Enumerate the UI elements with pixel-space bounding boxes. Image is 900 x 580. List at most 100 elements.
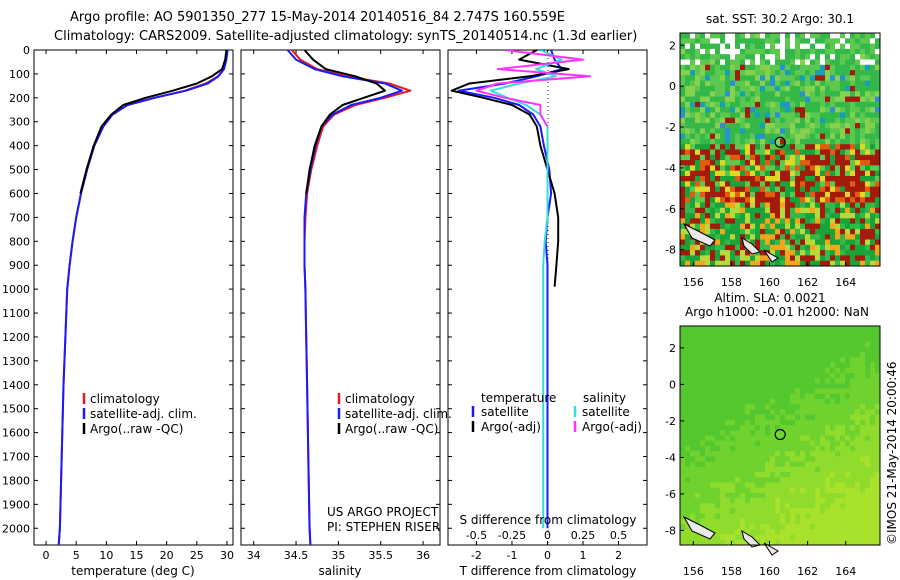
map-cell — [835, 445, 841, 452]
map-cell — [685, 213, 691, 219]
map-cell — [690, 91, 696, 97]
map-cell — [845, 43, 851, 50]
map-cell — [715, 539, 721, 546]
map-cell — [780, 75, 786, 82]
map-cell — [820, 456, 826, 462]
map-cell — [820, 91, 826, 97]
map-cell — [860, 128, 866, 135]
map-cell — [835, 107, 841, 113]
map-cell — [845, 181, 851, 187]
map-cell — [765, 64, 771, 71]
map-cell — [860, 513, 866, 520]
map-cell — [815, 336, 821, 343]
map-cell — [725, 539, 731, 546]
map-cell — [710, 175, 716, 182]
map-cell — [750, 75, 756, 82]
map-cell — [680, 250, 686, 256]
map-cell — [735, 213, 741, 219]
map-cell — [845, 341, 851, 348]
map-cell — [780, 461, 786, 468]
map-cell — [700, 54, 706, 60]
map-cell — [855, 466, 861, 473]
map-cell — [795, 539, 801, 546]
map-cell — [690, 513, 696, 520]
map-cell — [830, 472, 836, 478]
map-cell — [680, 513, 686, 520]
map-cell — [850, 378, 856, 384]
map-cell — [770, 223, 776, 230]
map-cell — [760, 186, 766, 193]
map-cell — [780, 482, 786, 489]
map-cell — [770, 508, 776, 515]
map-cell — [850, 255, 856, 262]
map-cell — [870, 404, 876, 410]
map-cell — [835, 534, 841, 541]
map-cell — [690, 197, 696, 203]
map-cell — [740, 64, 746, 71]
map-cell — [690, 138, 696, 145]
map-cell — [730, 466, 736, 473]
map-cell — [755, 48, 761, 55]
temperature-plot-area — [33, 49, 234, 546]
map-cell — [725, 123, 731, 129]
map-cell — [820, 498, 826, 504]
map-cell — [785, 207, 791, 214]
map-cell — [865, 357, 871, 363]
map-cell — [820, 331, 826, 337]
map-cell — [825, 207, 831, 214]
map-cell — [725, 477, 731, 483]
map-cell — [680, 508, 686, 515]
map-cell — [770, 133, 776, 140]
map-cell — [760, 170, 766, 177]
map-cell — [870, 362, 876, 369]
map-cell — [745, 80, 751, 87]
map-cell — [875, 38, 881, 44]
map-cell — [805, 149, 811, 156]
map-cell — [735, 75, 741, 82]
map-cell — [835, 388, 841, 395]
map-cell — [865, 482, 871, 489]
map-cell — [695, 70, 701, 76]
map-cell — [750, 133, 756, 140]
map-cell — [855, 383, 861, 389]
map-cell — [775, 461, 781, 468]
map-cell — [725, 341, 731, 348]
map-cell — [735, 378, 741, 384]
map-cell — [820, 461, 826, 468]
map-cell — [840, 357, 846, 363]
map-cell — [710, 186, 716, 193]
map-cell — [695, 112, 701, 119]
map-cell — [705, 326, 711, 332]
map-cell — [825, 529, 831, 535]
map-cell — [785, 107, 791, 113]
map-cell — [690, 409, 696, 416]
map-cell — [765, 472, 771, 478]
map-cell — [740, 409, 746, 416]
map-cell — [790, 529, 796, 535]
map-cell — [800, 435, 806, 442]
map-cell — [700, 197, 706, 203]
map-cell — [875, 346, 881, 353]
map-cell — [845, 346, 851, 353]
map-cell — [785, 435, 791, 442]
map-cell — [685, 186, 691, 193]
map-cell — [840, 149, 846, 156]
map-cell — [770, 250, 776, 256]
map-cell — [725, 508, 731, 515]
map-cell — [845, 362, 851, 369]
map-cell — [690, 48, 696, 55]
map-cell — [790, 107, 796, 113]
map-cell — [725, 96, 731, 103]
map-cell — [715, 518, 721, 525]
map-cell — [770, 409, 776, 416]
map-cell — [825, 466, 831, 473]
legend-label-satellite: satellite-adj. clim. — [90, 407, 197, 421]
map-cell — [690, 539, 696, 546]
map-cell — [865, 234, 871, 240]
legend-label-t-argo: Argo(-adj) — [481, 420, 541, 434]
map-cell — [830, 425, 836, 431]
map-cell — [800, 498, 806, 504]
map-cell — [860, 48, 866, 55]
map-cell — [800, 170, 806, 177]
map-cell — [740, 346, 746, 353]
